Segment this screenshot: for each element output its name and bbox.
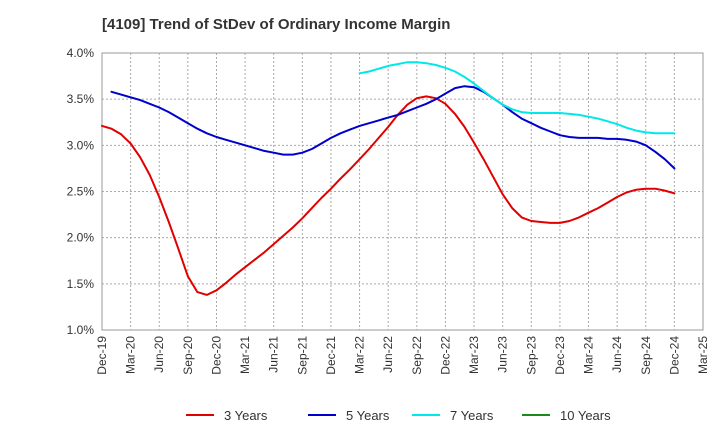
y-tick-label: 4.0%	[67, 46, 95, 60]
x-tick-label: Mar-22	[353, 336, 367, 374]
x-tick-label: Mar-24	[582, 336, 596, 374]
x-tick-label: Mar-25	[696, 336, 710, 374]
x-tick-label: Dec-21	[324, 336, 338, 375]
legend-label: 5 Years	[346, 408, 390, 423]
legend-item-7-years[interactable]: 7 Years	[412, 408, 494, 423]
series-line-5-years	[110, 85, 676, 170]
series-line-7-years	[358, 61, 676, 135]
x-tick-label: Mar-23	[467, 336, 481, 374]
x-tick-label: Sep-24	[639, 336, 653, 375]
grid-lines	[102, 53, 703, 330]
x-tick-label: Dec-24	[667, 336, 681, 375]
legend[interactable]: 3 Years 5 Years 7 Years 10 Years	[186, 408, 611, 423]
x-tick-label: Jun-22	[381, 336, 395, 373]
legend-label: 10 Years	[560, 408, 611, 423]
series-line-3-years	[101, 95, 676, 296]
legend-item-3-years[interactable]: 3 Years	[186, 408, 268, 423]
x-tick-label: Dec-23	[553, 336, 567, 375]
legend-item-10-years[interactable]: 10 Years	[522, 408, 611, 423]
x-tick-label: Jun-24	[610, 336, 624, 373]
chart-title: [4109] Trend of StDev of Ordinary Income…	[102, 16, 451, 33]
legend-item-5-years[interactable]: 5 Years	[308, 408, 390, 423]
y-tick-label: 2.0%	[67, 231, 95, 245]
y-tick-label: 1.0%	[67, 323, 95, 337]
x-tick-label: Sep-21	[295, 336, 309, 375]
x-tick-label: Sep-22	[410, 336, 424, 375]
series-lines	[101, 61, 676, 296]
x-tick-label: Mar-20	[124, 336, 138, 374]
x-tick-label: Sep-20	[181, 336, 195, 375]
x-tick-label: Mar-21	[238, 336, 252, 374]
legend-label: 7 Years	[450, 408, 494, 423]
x-tick-label: Jun-21	[267, 336, 281, 373]
plot-border	[101, 52, 704, 331]
x-tick-label: Dec-19	[95, 336, 109, 375]
y-tick-label: 1.5%	[67, 277, 95, 291]
x-tick-label: Jun-23	[496, 336, 510, 373]
x-tick-label: Dec-22	[438, 336, 452, 375]
axis-labels: 1.0% 1.5% 2.0% 2.5% 3.0% 3.5% 4.0% Dec-19 Mar-20…	[67, 46, 710, 375]
x-tick-label: Sep-23	[524, 336, 538, 375]
x-tick-label: Jun-20	[152, 336, 166, 373]
y-tick-label: 3.5%	[67, 92, 95, 106]
y-tick-label: 2.5%	[67, 185, 95, 199]
x-tick-label: Dec-20	[209, 336, 223, 375]
y-tick-label: 3.0%	[67, 138, 95, 152]
legend-label: 3 Years	[224, 408, 268, 423]
